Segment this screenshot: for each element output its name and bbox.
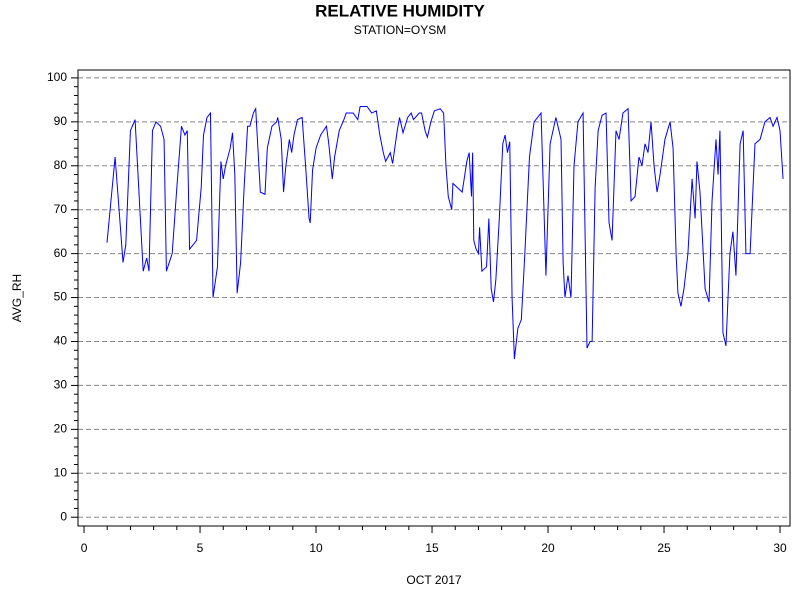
y-tick-label: 0 bbox=[60, 509, 67, 523]
x-tick-label: 0 bbox=[81, 541, 88, 555]
x-tick-label: 30 bbox=[773, 541, 787, 555]
y-tick-label: 30 bbox=[54, 378, 68, 392]
y-tick-label: 40 bbox=[54, 334, 68, 348]
chart-subtitle: STATION=OYSM bbox=[354, 23, 447, 37]
x-tick-label: 25 bbox=[657, 541, 671, 555]
x-tick-label: 20 bbox=[541, 541, 555, 555]
chart-title: RELATIVE HUMIDITY bbox=[315, 1, 485, 20]
y-tick-label: 80 bbox=[54, 158, 68, 172]
x-tick-label: 5 bbox=[197, 541, 204, 555]
y-tick-label: 50 bbox=[54, 290, 68, 304]
y-tick-label: 60 bbox=[54, 246, 68, 260]
y-axis-label: AVG_RH bbox=[10, 274, 24, 322]
y-tick-label: 20 bbox=[54, 422, 68, 436]
x-tick-label: 10 bbox=[309, 541, 323, 555]
y-tick-label: 70 bbox=[54, 202, 68, 216]
y-tick-label: 90 bbox=[54, 114, 68, 128]
plot-frame bbox=[77, 69, 791, 527]
x-axis-label: OCT 2017 bbox=[406, 573, 461, 587]
y-tick-label: 10 bbox=[54, 465, 68, 479]
x-tick-label: 15 bbox=[425, 541, 439, 555]
data-line bbox=[106, 105, 784, 360]
y-tick-label: 100 bbox=[47, 70, 67, 84]
